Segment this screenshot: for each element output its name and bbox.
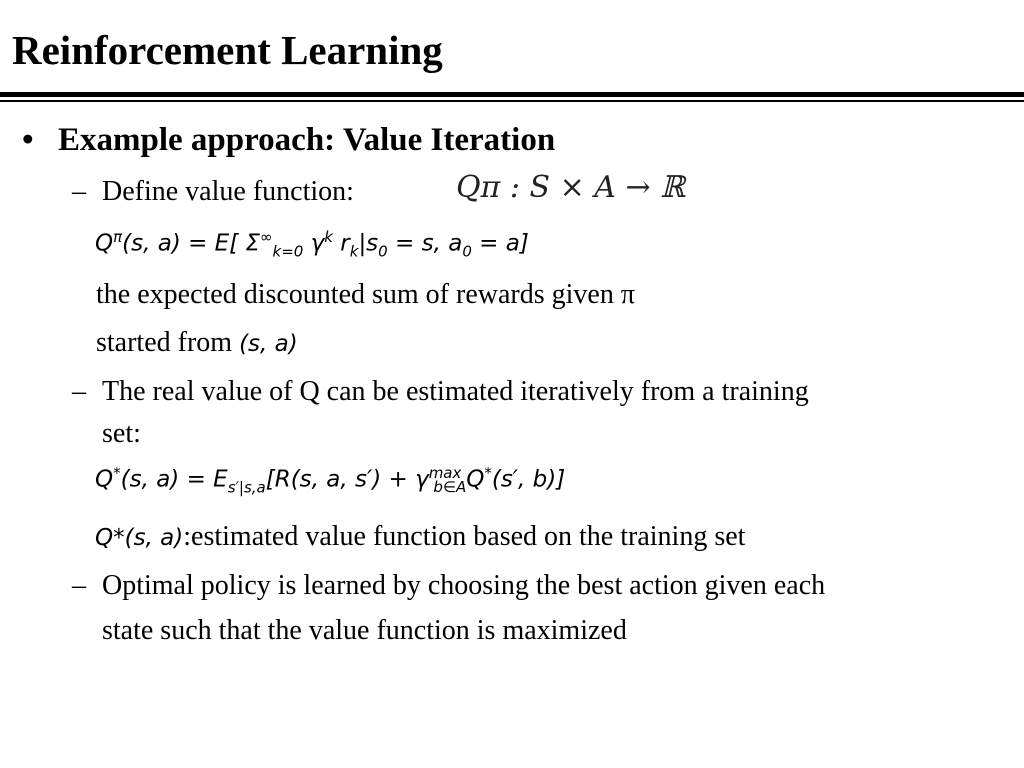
f-part: 0 bbox=[462, 242, 472, 261]
q-pi-formula: Qπ(s, a) = E[ Σ∞k=0 γk rk|s0 = s, a0 = a… bbox=[95, 228, 529, 260]
dash: – bbox=[72, 176, 86, 207]
f-part: k bbox=[349, 242, 359, 261]
f-part: (s, a) = E[ Σ bbox=[122, 230, 261, 257]
define-math: Qπ : S × A → ℝ bbox=[456, 170, 686, 205]
f-part: ∞ bbox=[260, 228, 273, 246]
title-divider-thick bbox=[0, 92, 1024, 97]
f-part: k=0 bbox=[272, 242, 304, 261]
f-part: π bbox=[113, 228, 123, 246]
slide-title: Reinforcement Learning bbox=[12, 27, 443, 73]
f-part: k bbox=[324, 228, 333, 246]
optimal-line: – Optimal policy is learned by choosing t… bbox=[72, 570, 825, 602]
f-part: = a] bbox=[471, 230, 529, 257]
expected-text: the expected discounted sum of rewards g… bbox=[96, 279, 635, 310]
define-line: – Define value function: bbox=[72, 176, 354, 208]
bullet-text: Example approach: Value Iteration bbox=[58, 122, 556, 158]
optimal-text-2: state such that the value function is ma… bbox=[102, 615, 627, 646]
started-text: started from bbox=[96, 327, 240, 358]
dash: – bbox=[72, 570, 86, 601]
f-part: (s′, b)] bbox=[491, 466, 566, 493]
f-part: b∈A bbox=[433, 478, 467, 497]
f-part: s′|s,a bbox=[227, 478, 266, 497]
f-part: [R(s, a, s′) + γ bbox=[265, 466, 429, 493]
optimal-text: Optimal policy is learned by choosing th… bbox=[102, 570, 826, 601]
bullet-value-iteration: • Example approach: Value Iteration bbox=[22, 122, 555, 159]
f-part: |s bbox=[358, 230, 379, 257]
title-divider-thin bbox=[0, 100, 1024, 102]
f-part: r bbox=[332, 230, 350, 257]
dash: – bbox=[72, 376, 86, 407]
estimated-math: Q*(s, a) bbox=[95, 525, 184, 551]
f-part: * bbox=[113, 464, 121, 482]
bullet-marker: • bbox=[22, 122, 34, 158]
f-part: Q bbox=[466, 466, 485, 493]
estimated-line: Q*(s, a):estimated value function based … bbox=[95, 521, 745, 553]
f-part: * bbox=[484, 464, 492, 482]
f-part: (s, a) = E bbox=[120, 466, 228, 493]
f-part: 0 bbox=[378, 242, 388, 261]
f-part: Q bbox=[95, 230, 114, 257]
real-value-line: – The real value of Q can be estimated it… bbox=[72, 376, 809, 408]
f-part: max bbox=[428, 464, 462, 482]
f-part: = s, a bbox=[387, 230, 463, 257]
real-value-text: The real value of Q can be estimated ite… bbox=[102, 376, 809, 407]
define-label: Define value function: bbox=[102, 176, 354, 207]
estimated-text: :estimated value function based on the t… bbox=[183, 521, 746, 552]
started-math: (s, a) bbox=[239, 331, 298, 357]
f-part: Q bbox=[95, 466, 114, 493]
q-star-formula: Q*(s, a) = Es′|s,a[R(s, a, s′) + γmaxb∈A… bbox=[95, 464, 565, 496]
started-line: started from (s, a) bbox=[96, 327, 298, 359]
real-value-text-2: set: bbox=[102, 418, 141, 449]
f-part: γ bbox=[303, 230, 325, 257]
